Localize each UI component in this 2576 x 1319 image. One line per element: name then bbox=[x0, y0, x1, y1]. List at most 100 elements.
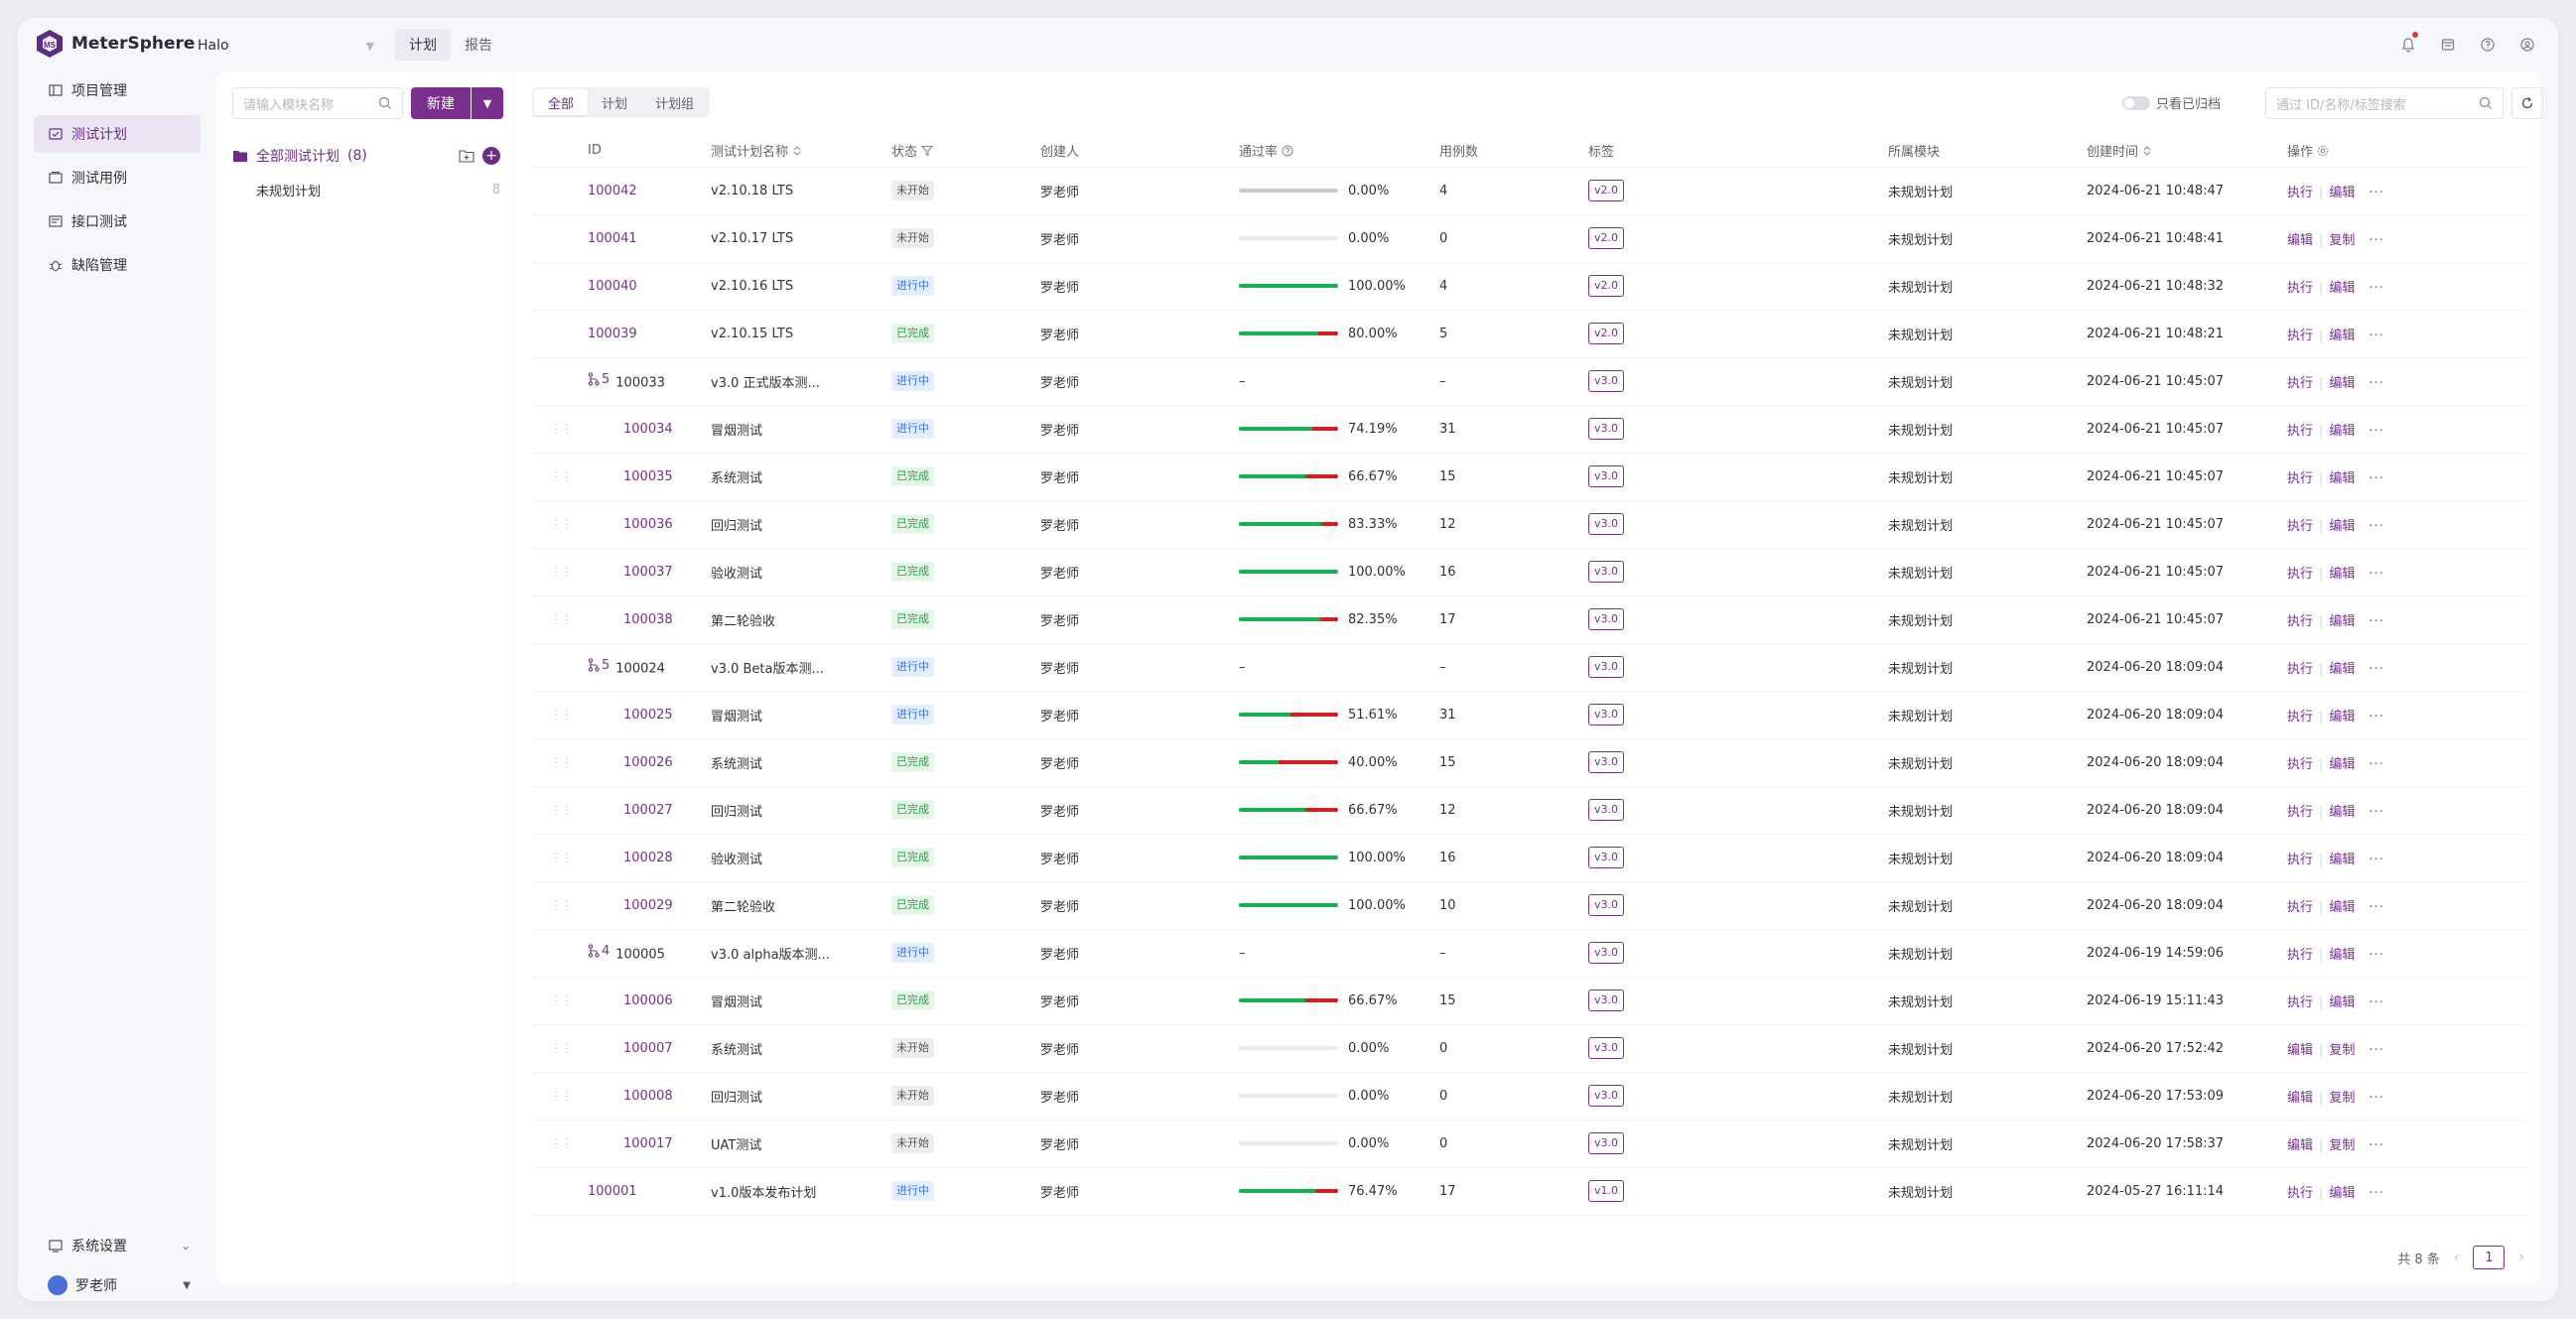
more-actions-icon[interactable]: ··· bbox=[2369, 423, 2384, 439]
drag-handle-icon[interactable]: ⋮⋮ bbox=[550, 1135, 573, 1150]
drag-handle-icon[interactable]: ⋮⋮ bbox=[550, 611, 573, 626]
table-row[interactable]: ⋮⋮ 100035 系统测试 已完成 罗老师 66.67% 15 v3.0 未规划计划 2024-… bbox=[532, 453, 2527, 501]
plan-name[interactable]: v2.10.15 LTS bbox=[711, 326, 794, 341]
more-actions-icon[interactable]: ··· bbox=[2369, 232, 2384, 248]
tab-report[interactable]: 报告 bbox=[465, 38, 492, 54]
action-primary-link[interactable]: 编辑 bbox=[2287, 1137, 2314, 1153]
plan-name[interactable]: 回归测试 bbox=[711, 518, 763, 534]
notification-bell-icon[interactable] bbox=[2397, 32, 2419, 56]
segment-plan[interactable]: 计划 bbox=[602, 96, 628, 112]
table-row[interactable]: ⋮⋮ 100037 验收测试 已完成 罗老师 100.00% 16 v3.0 未规划计划 2024… bbox=[532, 548, 2527, 596]
new-button[interactable]: 新建 bbox=[411, 87, 471, 119]
plan-id[interactable]: 100042 bbox=[588, 183, 637, 198]
help-icon[interactable] bbox=[2477, 34, 2499, 56]
action-secondary-link[interactable]: 编辑 bbox=[2329, 1185, 2356, 1201]
plan-name[interactable]: 回归测试 bbox=[711, 804, 763, 820]
plan-group-toggle[interactable]: 4 bbox=[588, 944, 610, 959]
action-secondary-link[interactable]: 编辑 bbox=[2329, 994, 2356, 1010]
action-secondary-link[interactable]: 复制 bbox=[2329, 232, 2356, 248]
plan-id[interactable]: 100037 bbox=[623, 564, 673, 580]
plan-name[interactable]: 验收测试 bbox=[711, 566, 763, 582]
plan-id[interactable]: 100036 bbox=[623, 516, 673, 532]
module-search-input[interactable]: 请输入模块名称 bbox=[232, 87, 403, 119]
project-select[interactable]: Halo ▼ bbox=[192, 32, 380, 60]
page-number-1[interactable]: 1 bbox=[2473, 1246, 2506, 1269]
plan-group-toggle[interactable]: 5 bbox=[588, 658, 610, 673]
plan-id[interactable]: 100029 bbox=[623, 897, 673, 913]
action-secondary-link[interactable]: 编辑 bbox=[2329, 328, 2356, 343]
action-primary-link[interactable]: 执行 bbox=[2287, 1185, 2314, 1201]
more-actions-icon[interactable]: ··· bbox=[2369, 1090, 2384, 1106]
action-primary-link[interactable]: 执行 bbox=[2287, 661, 2314, 677]
action-primary-link[interactable]: 执行 bbox=[2287, 804, 2314, 820]
tab-plan[interactable]: 计划 bbox=[395, 29, 451, 61]
plan-id[interactable]: 100017 bbox=[623, 1135, 673, 1151]
action-primary-link[interactable]: 执行 bbox=[2287, 756, 2314, 772]
filter-icon[interactable] bbox=[920, 145, 934, 161]
table-row[interactable]: 5 100024 v3.0 Beta版本测... 进行中 罗老师 – – v3.0 未规划计划 2… bbox=[532, 643, 2527, 692]
plan-name[interactable]: 第二轮验收 bbox=[711, 613, 776, 629]
info-icon[interactable] bbox=[1282, 145, 1293, 161]
action-secondary-link[interactable]: 编辑 bbox=[2329, 756, 2356, 772]
nav-item-test-case[interactable]: 测试用例 bbox=[34, 159, 201, 197]
drag-handle-icon[interactable]: ⋮⋮ bbox=[550, 468, 573, 483]
plan-id[interactable]: 100007 bbox=[623, 1040, 673, 1056]
plan-name[interactable]: 系统测试 bbox=[711, 1042, 763, 1058]
more-actions-icon[interactable]: ··· bbox=[2369, 661, 2384, 677]
plan-name[interactable]: 系统测试 bbox=[711, 470, 763, 486]
more-actions-icon[interactable]: ··· bbox=[2369, 852, 2384, 867]
personal-center-icon[interactable] bbox=[2516, 34, 2538, 56]
action-primary-link[interactable]: 编辑 bbox=[2287, 1042, 2314, 1058]
more-actions-icon[interactable]: ··· bbox=[2369, 1042, 2384, 1058]
drag-handle-icon[interactable]: ⋮⋮ bbox=[550, 850, 573, 864]
archive-switch[interactable] bbox=[2122, 95, 2150, 110]
more-actions-icon[interactable]: ··· bbox=[2369, 709, 2384, 725]
action-primary-link[interactable]: 执行 bbox=[2287, 423, 2314, 439]
plan-name[interactable]: v3.0 正式版本测... bbox=[711, 375, 820, 391]
table-row[interactable]: 100042 v2.10.18 LTS 未开始 罗老师 0.00% 4 v2.0 未规划计划 2… bbox=[532, 167, 2527, 215]
refresh-button[interactable] bbox=[2511, 87, 2543, 119]
plan-name[interactable]: v3.0 Beta版本测... bbox=[711, 661, 824, 677]
nav-item-test-plan[interactable]: 测试计划 bbox=[34, 115, 201, 153]
action-primary-link[interactable]: 执行 bbox=[2287, 518, 2314, 534]
more-actions-icon[interactable]: ··· bbox=[2369, 185, 2384, 200]
more-actions-icon[interactable]: ··· bbox=[2369, 804, 2384, 820]
action-secondary-link[interactable]: 编辑 bbox=[2329, 518, 2356, 534]
plan-name[interactable]: 回归测试 bbox=[711, 1090, 763, 1106]
drag-handle-icon[interactable]: ⋮⋮ bbox=[550, 1088, 573, 1103]
drag-handle-icon[interactable]: ⋮⋮ bbox=[550, 707, 573, 722]
segment-all[interactable]: 全部 bbox=[534, 89, 589, 115]
table-row[interactable]: ⋮⋮ 100036 回归测试 已完成 罗老师 83.33% 12 v3.0 未规划计划 2024-… bbox=[532, 500, 2527, 549]
plan-id[interactable]: 100027 bbox=[623, 802, 673, 818]
sort-icon[interactable] bbox=[792, 145, 802, 161]
plan-name[interactable]: 冒烟测试 bbox=[711, 709, 763, 725]
plan-name[interactable]: v3.0 alpha版本测... bbox=[711, 947, 830, 963]
plan-id[interactable]: 100008 bbox=[623, 1088, 673, 1104]
table-row[interactable]: ⋮⋮ 100006 冒烟测试 已完成 罗老师 66.67% 15 v3.0 未规划计划 2024-… bbox=[532, 977, 2527, 1025]
table-row[interactable]: 100040 v2.10.16 LTS 进行中 罗老师 100.00% 4 v2.0 未规划计… bbox=[532, 262, 2527, 311]
action-secondary-link[interactable]: 复制 bbox=[2329, 1042, 2356, 1058]
action-secondary-link[interactable]: 编辑 bbox=[2329, 185, 2356, 200]
drag-handle-icon[interactable]: ⋮⋮ bbox=[550, 516, 573, 531]
action-primary-link[interactable]: 执行 bbox=[2287, 470, 2314, 486]
plan-name[interactable]: v2.10.17 LTS bbox=[711, 230, 794, 246]
plan-group-toggle[interactable]: 5 bbox=[588, 372, 610, 387]
plan-name[interactable]: 冒烟测试 bbox=[711, 423, 763, 439]
table-row[interactable]: ⋮⋮ 100029 第二轮验收 已完成 罗老师 100.00% 10 v3.0 未规划计划 202… bbox=[532, 881, 2527, 930]
action-primary-link[interactable]: 执行 bbox=[2287, 328, 2314, 343]
table-row[interactable]: ⋮⋮ 100028 验收测试 已完成 罗老师 100.00% 16 v3.0 未规划计划 2024… bbox=[532, 834, 2527, 882]
plan-id[interactable]: 100025 bbox=[623, 707, 673, 723]
plan-id[interactable]: 100039 bbox=[588, 326, 637, 341]
prev-page-icon[interactable]: ‹ bbox=[2453, 1250, 2460, 1265]
more-actions-icon[interactable]: ··· bbox=[2369, 470, 2384, 486]
plan-name[interactable]: v2.10.16 LTS bbox=[711, 278, 794, 294]
new-dropdown-button[interactable]: ▼ bbox=[472, 87, 503, 119]
plan-name[interactable]: 系统测试 bbox=[711, 756, 763, 772]
action-secondary-link[interactable]: 复制 bbox=[2329, 1137, 2356, 1153]
action-primary-link[interactable]: 执行 bbox=[2287, 994, 2314, 1010]
more-actions-icon[interactable]: ··· bbox=[2369, 1137, 2384, 1153]
action-primary-link[interactable]: 执行 bbox=[2287, 613, 2314, 629]
action-primary-link[interactable]: 编辑 bbox=[2287, 1090, 2314, 1106]
drag-handle-icon[interactable]: ⋮⋮ bbox=[550, 754, 573, 769]
logo[interactable]: MS MeterSphere bbox=[34, 28, 195, 60]
